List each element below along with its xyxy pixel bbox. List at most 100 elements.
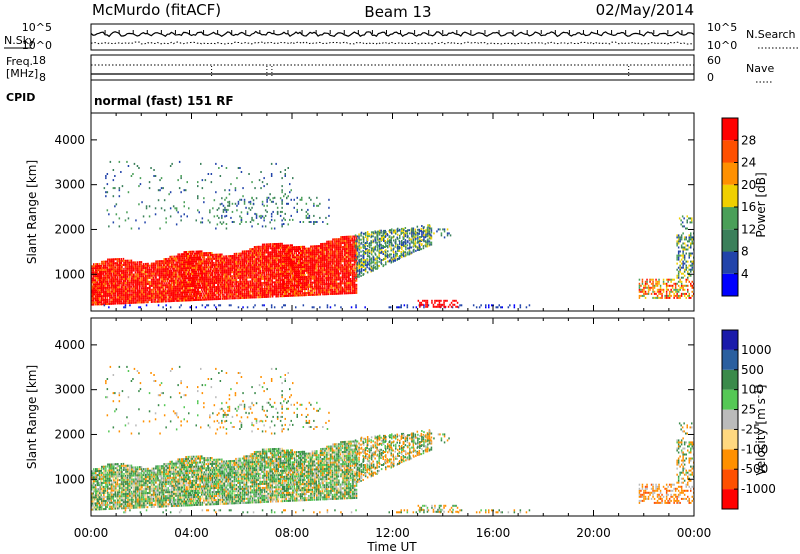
power-cell — [189, 295, 191, 298]
power-cell — [113, 280, 115, 283]
power-cell — [275, 291, 278, 294]
power-cell — [257, 251, 260, 254]
power-cell — [296, 256, 298, 259]
power-cell — [245, 260, 248, 263]
power-cell — [263, 285, 266, 288]
power-cell — [288, 264, 290, 267]
power-cell — [129, 261, 131, 264]
power-cell — [310, 273, 312, 276]
power-cell — [207, 290, 210, 293]
power-cell — [183, 277, 185, 280]
power-cell — [115, 286, 117, 289]
power-cell — [306, 259, 308, 262]
power-cell — [229, 265, 232, 268]
power-cell — [157, 294, 159, 297]
power-cell — [205, 254, 208, 257]
power-cell — [109, 294, 111, 297]
power-cell — [215, 281, 218, 284]
power-cell — [239, 282, 242, 285]
power-cell — [279, 289, 282, 292]
power-cell — [312, 259, 314, 262]
power-cell — [136, 263, 139, 266]
power-cell — [160, 264, 163, 267]
power-cell — [298, 270, 300, 273]
power-cell — [279, 242, 282, 245]
power-cell — [185, 259, 187, 262]
power-cell — [273, 273, 276, 276]
power-cell — [267, 253, 270, 256]
power-cell — [296, 260, 298, 263]
power-cell — [97, 291, 99, 294]
power-cell — [291, 244, 293, 247]
power-cell — [147, 283, 149, 285]
power-cell — [91, 303, 93, 306]
power-cell — [282, 262, 284, 265]
power-cell — [261, 257, 264, 260]
power-cell — [145, 268, 147, 271]
power-cell — [129, 273, 131, 276]
power-cell — [318, 279, 320, 282]
power-cell — [137, 283, 139, 286]
power-cell — [157, 284, 159, 287]
power-cell — [93, 293, 95, 296]
power-cell — [215, 269, 218, 272]
power-cell — [308, 291, 310, 294]
power-cell — [304, 251, 306, 254]
power-cell — [189, 279, 191, 282]
power-cell — [310, 257, 312, 260]
power-cell — [167, 286, 169, 289]
power-cell — [195, 264, 197, 267]
power-cell — [163, 294, 165, 297]
power-cell — [167, 292, 169, 295]
power-cell — [251, 280, 254, 283]
power-cell — [119, 298, 121, 301]
power-cell — [292, 254, 294, 257]
power-cell — [241, 278, 244, 281]
power-cell — [114, 292, 117, 295]
power-cell — [263, 245, 266, 248]
power-cell — [263, 289, 266, 292]
power-cell — [157, 288, 159, 291]
power-cell — [235, 277, 237, 280]
power-cell — [316, 259, 318, 262]
power-cell — [165, 286, 167, 289]
power-cell — [269, 285, 271, 288]
power-cell — [197, 262, 199, 265]
power-cell — [111, 292, 113, 295]
power-cell — [101, 272, 103, 275]
power-cell — [243, 264, 246, 267]
power-cell — [167, 290, 169, 293]
power-cell — [181, 281, 183, 284]
power-cell — [314, 257, 316, 260]
power-cell — [101, 285, 103, 287]
power-cell — [243, 288, 246, 291]
power-cell — [273, 265, 276, 268]
power-cell — [169, 259, 171, 262]
power-cell — [243, 260, 246, 263]
power-cell — [205, 290, 208, 293]
power-cell — [267, 277, 270, 280]
power-cell — [225, 297, 228, 300]
power-cell — [290, 264, 292, 267]
power-cell — [275, 277, 278, 280]
power-cell — [284, 262, 286, 265]
power-cell — [158, 280, 161, 283]
power-cell — [189, 287, 191, 290]
power-cell — [111, 260, 113, 263]
power-cell — [213, 286, 216, 288]
power-cell — [211, 257, 214, 260]
power-cell — [123, 278, 125, 280]
power-cell — [113, 264, 115, 267]
power-cell — [253, 264, 256, 267]
power-cell — [171, 298, 173, 300]
power-cell — [235, 295, 238, 298]
power-cell — [269, 279, 272, 282]
power-cell — [304, 265, 306, 268]
power-cell — [97, 289, 99, 292]
power-cell — [219, 279, 222, 282]
power-cell — [207, 256, 210, 259]
power-cell — [298, 268, 300, 271]
power-cell — [193, 258, 195, 261]
power-cell — [302, 255, 304, 258]
power-cell — [121, 298, 123, 301]
